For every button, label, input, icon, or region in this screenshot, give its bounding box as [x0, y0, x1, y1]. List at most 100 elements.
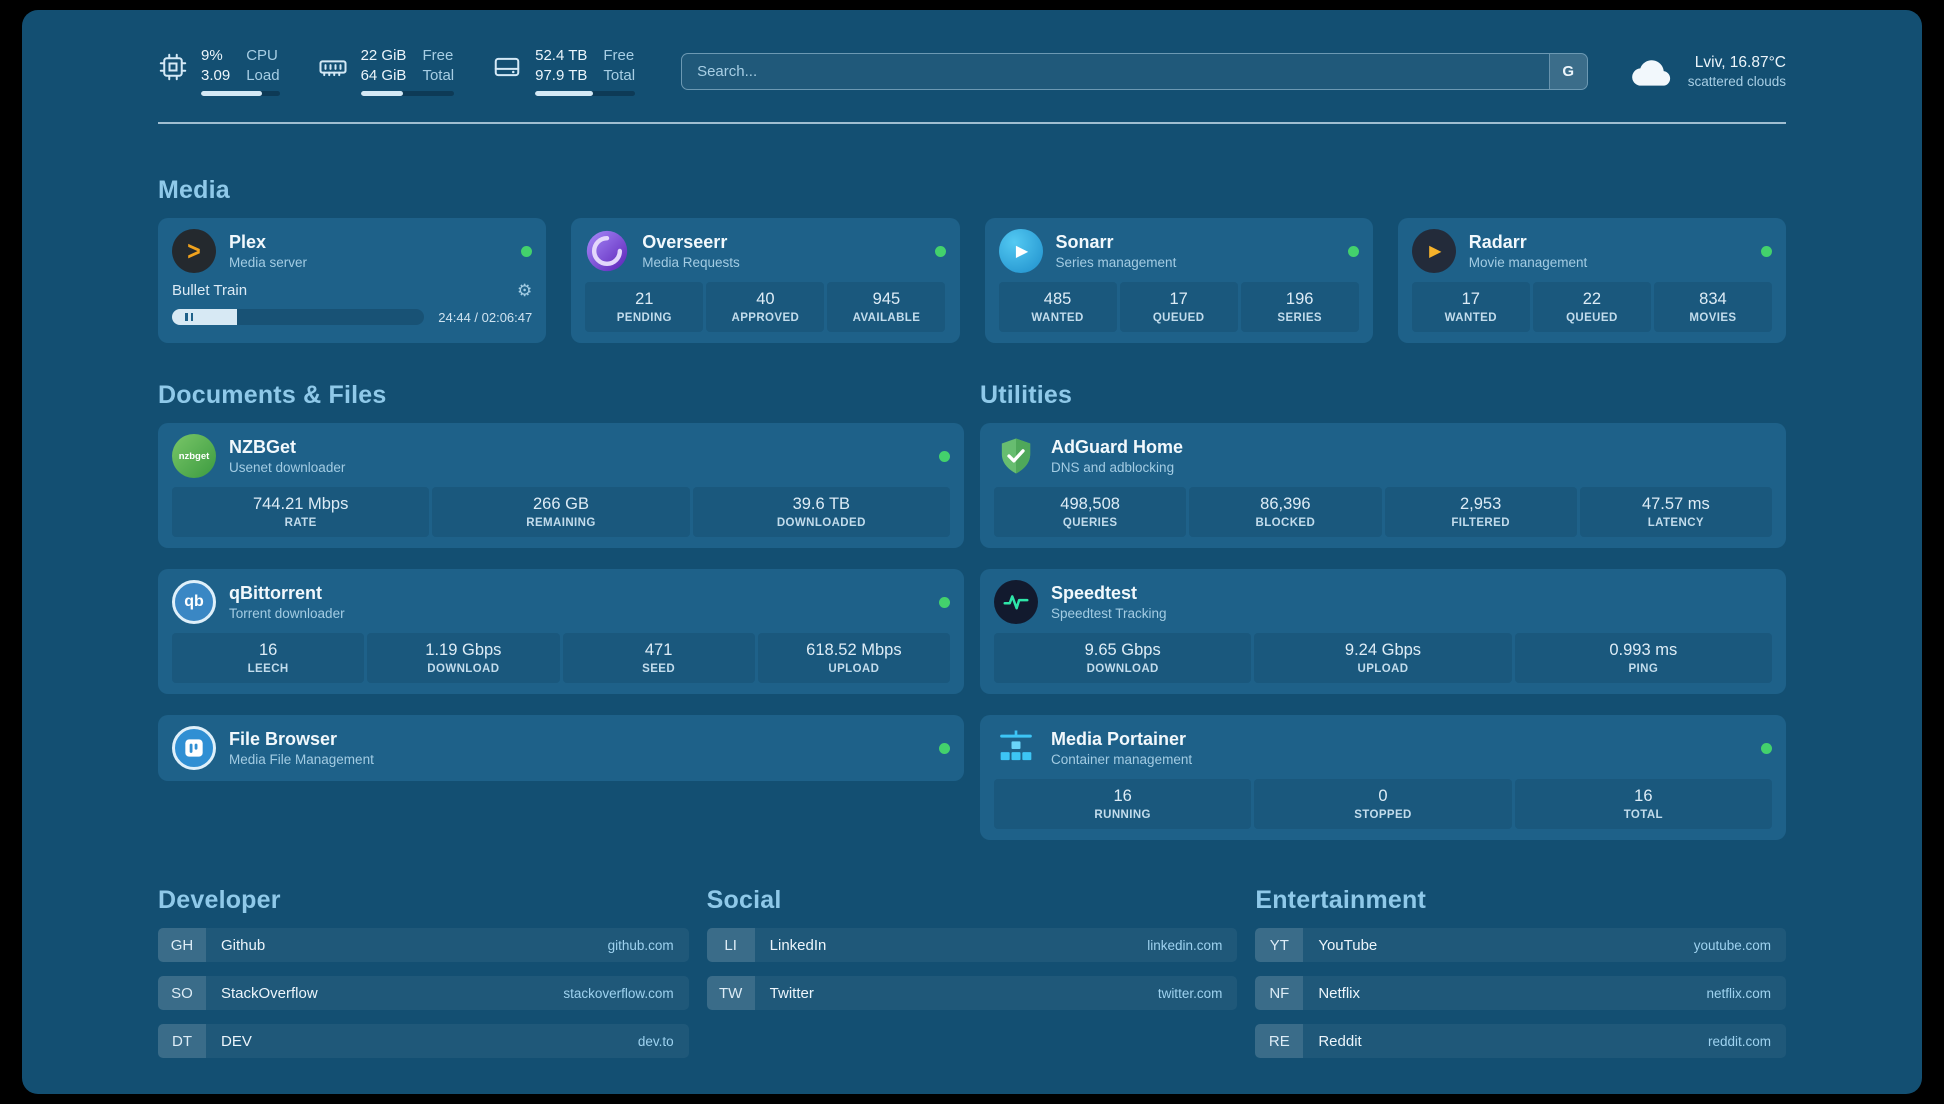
cpu-label-bottom: Load	[246, 67, 280, 84]
service-name: Speedtest	[1051, 583, 1138, 603]
status-dot	[521, 245, 533, 257]
service-name: File Browser	[229, 729, 338, 749]
search-provider-button[interactable]: G	[1548, 53, 1587, 89]
plex-icon: >	[172, 229, 216, 273]
memory-label-bottom: Total	[422, 67, 455, 84]
developer-section: Developer GH Github github.com SO StackO…	[158, 886, 689, 1058]
bookmark-name: LinkedIn	[769, 936, 827, 954]
social-section-title: Social	[706, 886, 782, 914]
bookmark-name: DEV	[221, 1032, 252, 1050]
utilities-section-title: Utilities	[980, 381, 1073, 409]
bookmark-name: YouTube	[1318, 936, 1378, 954]
memory-label-top: Free	[422, 47, 454, 64]
radarr-icon: ▶	[1411, 229, 1456, 273]
cpu-value-bottom: 3.09	[201, 67, 231, 84]
bookmark-netflix[interactable]: NF Netflix netflix.com	[1255, 976, 1786, 1010]
disk-label-bottom: Total	[603, 67, 636, 84]
cpu-value-top: 9%	[201, 47, 223, 64]
bookmark-abbr: SO	[158, 976, 206, 1010]
stat-queued: 22 QUEUED	[1532, 282, 1651, 332]
bookmark-abbr: DT	[158, 1024, 206, 1058]
sonarr-card[interactable]: ▶ Sonarr Series management 485 WANTED 17	[984, 218, 1373, 343]
bookmark-twitter[interactable]: TW Twitter twitter.com	[706, 976, 1238, 1010]
bookmark-domain: stackoverflow.com	[563, 985, 674, 1001]
plex-card[interactable]: > Plex Media server Bullet Train ⚙	[158, 218, 547, 343]
service-name: AdGuard Home	[1051, 437, 1184, 457]
service-subtitle: Torrent downloader	[229, 606, 345, 621]
service-name: Plex	[229, 232, 267, 252]
stat-downloaded: 39.6 TB DOWNLOADED	[692, 487, 950, 537]
bookmark-domain: netflix.com	[1706, 985, 1771, 1001]
media-section: Media > Plex Media server Bullet Train ⚙	[158, 176, 1786, 343]
stat-latency: 47.57 ms LATENCY	[1579, 487, 1772, 537]
search-bar: G	[681, 52, 1588, 90]
cpu-widget: 9% 3.09 CPU Load	[158, 46, 280, 96]
qbittorrent-card[interactable]: qb qBittorrent Torrent downloader 16 LEE…	[158, 569, 964, 694]
dashboard-app: 9% 3.09 CPU Load	[22, 10, 1922, 1094]
stat-series: 196 SERIES	[1240, 282, 1359, 332]
service-name: Media Portainer	[1051, 729, 1187, 749]
filebrowser-icon	[172, 726, 216, 770]
stat-queries: 498,508 QUERIES	[994, 487, 1187, 537]
bookmark-name: Github	[221, 936, 266, 954]
cpu-icon	[158, 46, 188, 82]
stat-approved: 40 APPROVED	[706, 282, 825, 332]
cloud-icon	[1630, 55, 1674, 87]
speedtest-card[interactable]: Speedtest Speedtest Tracking 9.65 Gbps D…	[980, 569, 1786, 694]
service-subtitle: Movie management	[1468, 255, 1588, 270]
disk-value-bottom: 97.9 TB	[535, 67, 588, 84]
service-subtitle: Media Requests	[642, 255, 740, 270]
bookmark-domain: linkedin.com	[1147, 937, 1223, 953]
gear-icon[interactable]: ⚙	[517, 281, 533, 300]
status-dot	[1347, 245, 1359, 257]
sonarr-icon: ▶	[998, 229, 1043, 273]
stat-movies: 834 MOVIES	[1653, 282, 1772, 332]
radarr-card[interactable]: ▶ Radarr Movie management 17 WANTED 22	[1397, 218, 1786, 343]
bookmark-abbr: LI	[706, 928, 755, 962]
bookmark-dev[interactable]: DT DEV dev.to	[158, 1024, 689, 1058]
service-name: Radarr	[1468, 232, 1527, 252]
memory-icon	[318, 46, 348, 82]
bookmark-github[interactable]: GH Github github.com	[158, 928, 689, 962]
disk-widget: 52.4 TB 97.9 TB Free Total	[492, 46, 636, 96]
status-dot	[939, 450, 950, 462]
qbittorrent-icon: qb	[172, 580, 216, 624]
utilities-section: Utilities AdGuard Home	[980, 381, 1786, 840]
bookmark-abbr: YT	[1255, 928, 1304, 962]
stat-rate: 744.21 Mbps RATE	[172, 487, 430, 537]
stat-wanted: 485 WANTED	[998, 282, 1117, 332]
adguard-card[interactable]: AdGuard Home DNS and adblocking 498,508 …	[980, 423, 1786, 548]
filebrowser-card[interactable]: File Browser Media File Management	[158, 715, 964, 781]
pause-button[interactable]	[172, 309, 206, 325]
weather-location: Lviv, 16.87°C	[1694, 54, 1786, 71]
stat-leech: 16 LEECH	[172, 633, 365, 683]
disk-icon	[492, 46, 522, 82]
service-subtitle: Media server	[229, 255, 308, 270]
overseerr-icon	[585, 229, 629, 273]
bookmark-abbr: GH	[158, 928, 206, 962]
service-subtitle: Series management	[1055, 255, 1177, 270]
portainer-card[interactable]: Media Portainer Container management 16 …	[980, 715, 1786, 840]
disk-usage-bar	[535, 91, 636, 96]
speedtest-icon	[994, 580, 1038, 624]
bookmark-youtube[interactable]: YT YouTube youtube.com	[1255, 928, 1786, 962]
overseerr-card[interactable]: Overseerr Media Requests 21 PENDING 40 A…	[571, 218, 960, 343]
stat-upload: 618.52 Mbps UPLOAD	[757, 633, 950, 683]
bookmark-abbr: NF	[1255, 976, 1304, 1010]
nzbget-card[interactable]: nzbget NZBGet Usenet downloader 744.21 M…	[158, 423, 964, 548]
service-subtitle: Media File Management	[229, 752, 374, 767]
adguard-icon	[994, 434, 1038, 478]
stat-ping: 0.993 ms PING	[1514, 633, 1772, 683]
service-name: NZBGet	[229, 437, 296, 457]
bookmark-stackoverflow[interactable]: SO StackOverflow stackoverflow.com	[158, 976, 689, 1010]
bookmark-reddit[interactable]: RE Reddit reddit.com	[1255, 1024, 1786, 1058]
bookmark-name: Twitter	[769, 984, 814, 1002]
search-input[interactable]	[682, 53, 1549, 89]
bookmark-linkedin[interactable]: LI LinkedIn linkedin.com	[706, 928, 1238, 962]
stat-running: 16 RUNNING	[994, 779, 1252, 829]
stat-filtered: 2,953 FILTERED	[1384, 487, 1577, 537]
stat-available: 945 AVAILABLE	[827, 282, 946, 332]
stat-blocked: 86,396 BLOCKED	[1189, 487, 1382, 537]
documents-section-title: Documents & Files	[158, 381, 387, 409]
